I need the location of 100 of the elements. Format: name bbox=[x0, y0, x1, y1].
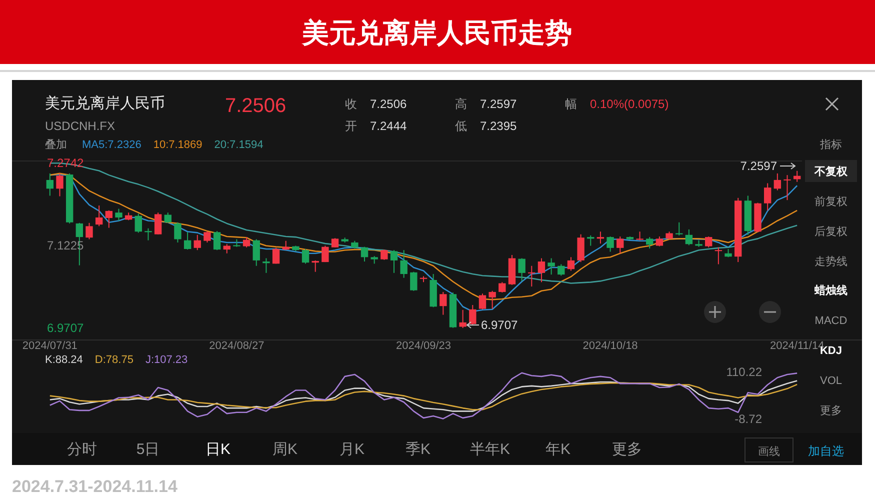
annotation: 低 bbox=[455, 119, 467, 133]
xtick: 2024/09/23 bbox=[396, 340, 452, 352]
candlestick bbox=[322, 245, 329, 263]
annotation: 高 bbox=[455, 97, 467, 111]
annotation: 更多 bbox=[612, 441, 642, 458]
title: 美元兑离岸人民币走势 bbox=[302, 18, 572, 48]
annotation: 叠加 bbox=[45, 139, 67, 151]
subtitle: 美元兑离岸人民币 bbox=[45, 95, 165, 112]
candlestick bbox=[115, 208, 122, 222]
candlestick bbox=[262, 258, 270, 274]
annotation: 0.10%(0.0075) bbox=[590, 97, 669, 111]
annotation: MACD bbox=[814, 315, 848, 327]
candlestick bbox=[86, 222, 93, 240]
annotation: 半年K bbox=[470, 441, 510, 458]
candlestick bbox=[154, 212, 162, 235]
candlestick bbox=[410, 271, 418, 292]
candlestick bbox=[440, 291, 447, 316]
annotation: 后复权 bbox=[814, 226, 848, 238]
candlestick bbox=[105, 210, 113, 228]
annotation: 7.2597 bbox=[740, 159, 777, 173]
annotation: 5日 bbox=[136, 441, 160, 458]
ytick: 110.22 bbox=[726, 365, 762, 379]
annotation: 蜡烛线 bbox=[814, 285, 848, 297]
annotation: 7.2395 bbox=[480, 119, 517, 133]
candlestick bbox=[577, 234, 584, 263]
annotation: 7.2506 bbox=[370, 97, 407, 111]
candlestick bbox=[390, 250, 398, 274]
annotation: VOL bbox=[820, 375, 842, 387]
annotation: 画线 bbox=[758, 446, 780, 458]
candlestick bbox=[498, 282, 506, 293]
annotation: 季K bbox=[406, 441, 430, 458]
annotation: 月K bbox=[340, 441, 364, 458]
xtick: 2024/07/31 bbox=[22, 340, 78, 352]
candlestick bbox=[174, 222, 182, 243]
candlestick bbox=[784, 174, 791, 201]
candlestick bbox=[331, 238, 339, 248]
candlestick bbox=[685, 228, 693, 246]
candlestick bbox=[488, 290, 496, 310]
candlestick bbox=[548, 258, 555, 276]
annotation: 日K bbox=[206, 441, 230, 458]
annotation: 走势线 bbox=[814, 256, 848, 268]
xtick: 2024/10/18 bbox=[582, 340, 638, 352]
candlestick bbox=[478, 293, 486, 310]
candlestick bbox=[705, 236, 712, 248]
candlestick bbox=[606, 236, 614, 252]
ytick: -8.72 bbox=[734, 412, 762, 426]
candlestick bbox=[134, 213, 142, 234]
ytick: 6.9707 bbox=[47, 321, 84, 335]
candlestick bbox=[380, 249, 388, 260]
annotation: 指标 bbox=[820, 139, 842, 151]
legend: 20:7.1594 bbox=[214, 139, 264, 151]
candlestick bbox=[469, 304, 476, 326]
candlestick bbox=[95, 205, 103, 227]
legend: D:78.75 bbox=[94, 354, 134, 366]
annotation: 加自选 bbox=[808, 444, 844, 458]
annotation: 6.9707 bbox=[481, 318, 518, 332]
candlestick bbox=[714, 246, 722, 265]
xtick: 2024/08/27 bbox=[209, 340, 264, 352]
candlestick bbox=[528, 265, 536, 288]
candlestick bbox=[56, 172, 64, 197]
candlestick bbox=[538, 258, 546, 283]
candlestick bbox=[764, 182, 772, 211]
candlestick bbox=[184, 232, 192, 250]
annotation: 不复权 bbox=[814, 166, 848, 178]
candlestick bbox=[164, 212, 172, 224]
annotation: 7.2506 bbox=[225, 95, 286, 117]
candlestick bbox=[272, 247, 280, 264]
annotation: 7.2444 bbox=[370, 119, 407, 133]
candlestick bbox=[400, 250, 408, 278]
annotation: 幅 bbox=[565, 97, 577, 111]
candlestick bbox=[194, 234, 201, 251]
annotation: 年K bbox=[546, 441, 570, 458]
candlestick bbox=[144, 228, 152, 241]
annotation: USDCNH.FX bbox=[45, 119, 116, 133]
candlestick bbox=[46, 172, 54, 196]
annotation: 周K bbox=[272, 441, 298, 458]
candlestick bbox=[774, 172, 782, 191]
annotation: 开 bbox=[345, 119, 357, 133]
candlestick bbox=[302, 248, 310, 264]
legend: MA5:7.2326 bbox=[82, 139, 142, 151]
annotation: 收 bbox=[345, 97, 357, 111]
candlestick bbox=[204, 230, 211, 243]
annotation: 分时 bbox=[67, 441, 97, 458]
candlestick bbox=[676, 222, 683, 236]
legend: K:88.24 bbox=[45, 354, 83, 366]
candlestick bbox=[213, 230, 221, 251]
annotation: 前复权 bbox=[814, 196, 848, 208]
candlestick bbox=[360, 246, 368, 262]
candlestick bbox=[567, 256, 575, 272]
candlestick bbox=[252, 238, 260, 266]
candlestick bbox=[656, 236, 664, 247]
annotation: 2024.7.31-2024.11.14 bbox=[12, 477, 178, 496]
annotation: 7.2597 bbox=[480, 97, 517, 111]
annotation: 更多 bbox=[820, 405, 842, 417]
candlestick bbox=[459, 309, 466, 328]
candlestick bbox=[242, 236, 250, 248]
legend: 10:7.1869 bbox=[153, 139, 202, 151]
candlestick bbox=[558, 264, 565, 276]
candlestick bbox=[223, 244, 230, 254]
candlestick bbox=[646, 236, 654, 249]
